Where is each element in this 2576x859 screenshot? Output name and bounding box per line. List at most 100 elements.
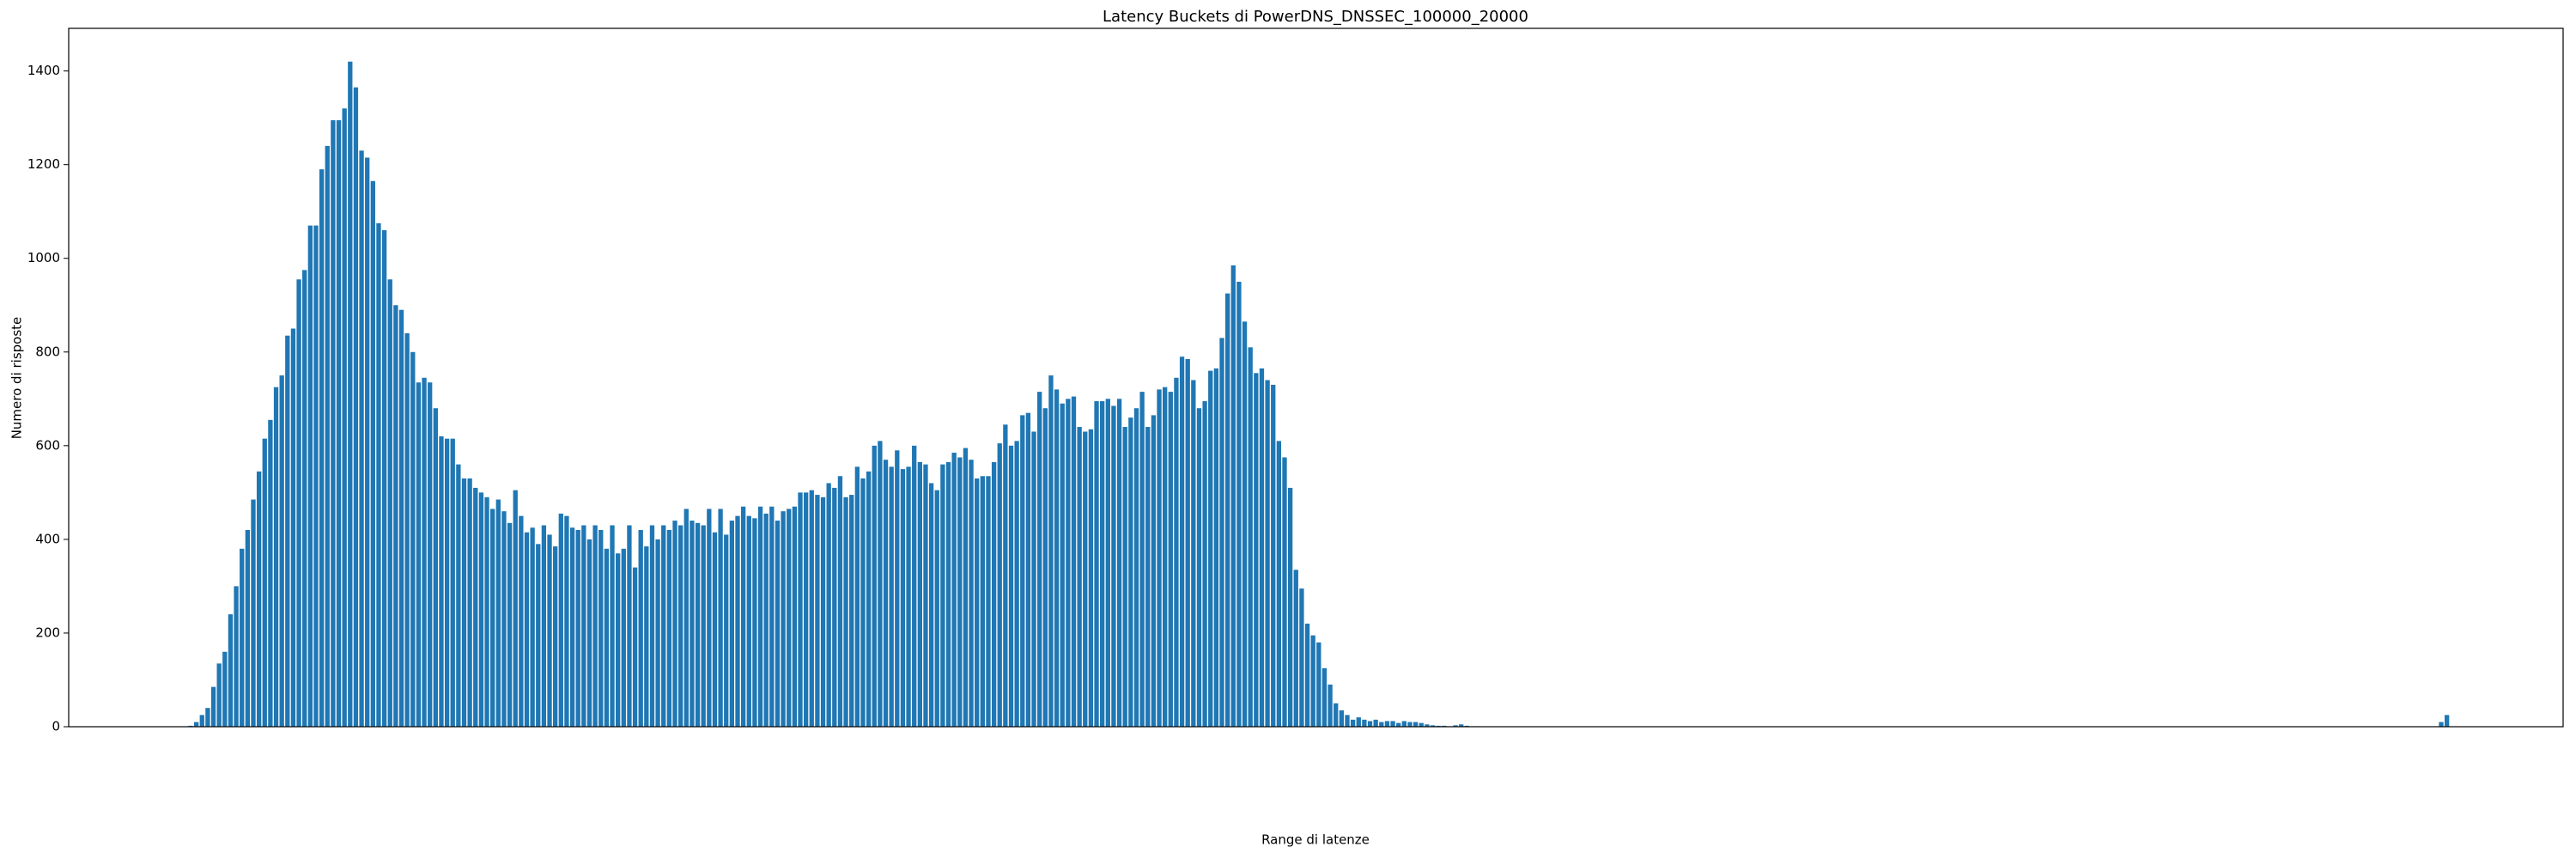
bar <box>1088 429 1094 727</box>
y-tick-label: 1000 <box>27 250 60 265</box>
bar <box>1287 487 1293 727</box>
bar <box>1025 412 1031 727</box>
bar <box>1174 377 1179 727</box>
bar <box>757 506 763 727</box>
bar <box>1345 715 1350 727</box>
bar <box>228 614 234 727</box>
bar <box>1213 368 1219 727</box>
bar <box>781 511 786 727</box>
bar <box>1077 427 1082 727</box>
bar <box>707 509 712 727</box>
bar <box>900 469 906 727</box>
bar <box>1242 321 1248 727</box>
bar <box>1111 405 1116 727</box>
bar <box>1230 265 1236 727</box>
bar <box>513 490 518 727</box>
bar <box>1419 722 1424 727</box>
bar <box>1128 417 1133 727</box>
bar <box>1413 722 1419 727</box>
bar <box>1430 725 1436 727</box>
bar <box>222 651 228 727</box>
bar <box>1327 684 1333 727</box>
y-tick-label: 1400 <box>27 63 60 78</box>
bar <box>199 715 204 727</box>
bar <box>803 492 809 727</box>
bar <box>1139 392 1145 727</box>
bar <box>621 548 626 727</box>
bar <box>649 525 655 727</box>
bar <box>1042 408 1048 727</box>
bar <box>1339 710 1345 727</box>
bar <box>638 529 643 727</box>
bar <box>240 548 245 727</box>
bar <box>461 478 467 727</box>
bar <box>934 490 939 727</box>
y-axis-label: Numero di risposte <box>9 317 25 440</box>
bar <box>1407 722 1413 727</box>
bar <box>1310 635 1315 727</box>
bar <box>530 527 535 727</box>
bar <box>444 438 450 727</box>
bar <box>1157 389 1162 727</box>
bar <box>712 532 718 727</box>
bar <box>627 525 632 727</box>
bar <box>234 586 239 727</box>
bar <box>735 515 740 727</box>
bar <box>302 270 307 727</box>
bar <box>262 438 267 727</box>
bar <box>1008 445 1014 727</box>
bar <box>809 490 814 727</box>
bar <box>387 279 392 727</box>
bar <box>507 522 513 727</box>
bar <box>376 222 381 727</box>
bar <box>410 351 416 727</box>
bar <box>1265 380 1270 727</box>
bar <box>1191 380 1196 727</box>
y-tick-label: 800 <box>35 344 60 359</box>
bar <box>1425 724 1430 727</box>
bar <box>677 525 683 727</box>
bar <box>398 309 404 727</box>
bar <box>541 525 547 727</box>
bar <box>991 461 997 727</box>
bar <box>342 108 347 727</box>
bar <box>701 525 706 727</box>
bar <box>519 515 524 727</box>
y-tick-label: 0 <box>52 719 60 734</box>
bar <box>1048 375 1054 727</box>
bar <box>210 686 216 727</box>
bar <box>524 532 530 727</box>
bar <box>895 450 900 727</box>
bar <box>1453 725 1458 727</box>
bar <box>860 478 866 727</box>
bar <box>1014 441 1019 727</box>
bar <box>553 546 558 727</box>
bar <box>290 328 296 727</box>
bar <box>598 529 604 727</box>
y-tick-label: 200 <box>35 624 60 640</box>
bar <box>661 525 666 727</box>
bar <box>1145 427 1151 727</box>
bar <box>1122 427 1127 727</box>
bar <box>547 534 552 727</box>
bar <box>1116 399 1122 727</box>
bar <box>473 487 478 727</box>
bar <box>917 461 922 727</box>
bar <box>245 529 251 727</box>
bar <box>616 553 621 727</box>
bar <box>1401 721 1407 727</box>
bar <box>1271 384 1276 727</box>
bar <box>325 145 330 728</box>
bar <box>815 495 820 727</box>
bar <box>1037 392 1042 727</box>
bar <box>683 509 689 727</box>
bar <box>1373 719 1378 727</box>
bar <box>536 544 541 727</box>
bar <box>969 460 974 727</box>
bar <box>963 448 969 727</box>
bar <box>1100 401 1105 727</box>
bar <box>951 453 957 727</box>
bar <box>1179 356 1185 727</box>
bar <box>439 436 444 727</box>
